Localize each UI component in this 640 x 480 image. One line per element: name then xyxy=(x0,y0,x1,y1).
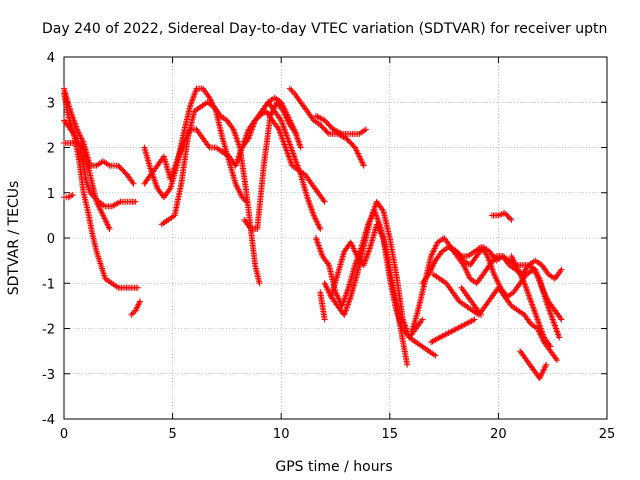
data-point xyxy=(297,144,304,151)
series-track-8 xyxy=(158,99,263,287)
series-track-28 xyxy=(428,316,478,346)
data-point xyxy=(470,317,477,324)
data-point xyxy=(362,126,369,133)
x-tick-label: 5 xyxy=(168,427,176,442)
data-point xyxy=(505,214,512,221)
y-tick-label: 0 xyxy=(47,232,55,247)
data-point xyxy=(547,343,554,350)
y-tick-label: 4 xyxy=(47,51,55,66)
data-marks xyxy=(61,85,565,382)
data-point xyxy=(130,180,137,187)
series-track-11 xyxy=(232,108,328,205)
data-point xyxy=(503,211,510,218)
x-axis-label: GPS time / hours xyxy=(275,459,392,475)
series-track-27 xyxy=(458,284,485,318)
data-point xyxy=(471,316,478,323)
data-point xyxy=(432,352,439,359)
data-point xyxy=(554,357,561,364)
x-tick-label: 10 xyxy=(273,427,290,442)
data-point xyxy=(293,130,300,137)
data-point xyxy=(137,298,144,305)
data-point xyxy=(404,361,411,368)
data-point xyxy=(324,129,331,136)
data-point xyxy=(134,284,141,291)
data-point xyxy=(69,192,76,199)
y-tick-label: -1 xyxy=(42,277,55,292)
y-tick-label: 2 xyxy=(47,142,55,157)
data-point xyxy=(478,311,485,318)
series-track-13 xyxy=(312,112,369,137)
data-point xyxy=(116,199,123,206)
series-track-5 xyxy=(128,298,144,318)
series-track-26 xyxy=(517,348,550,382)
series-track-25 xyxy=(508,253,554,350)
x-tick-label: 20 xyxy=(490,427,507,442)
series-track-4 xyxy=(61,192,76,201)
series-track-18 xyxy=(328,221,426,341)
x-tick-label: 0 xyxy=(60,427,68,442)
series-track-9 xyxy=(141,126,239,187)
data-point xyxy=(132,198,139,205)
data-point xyxy=(321,316,328,323)
data-point xyxy=(321,198,328,205)
data-point xyxy=(558,316,565,323)
series-track-6 xyxy=(61,139,113,232)
y-tick-label: -4 xyxy=(42,413,55,428)
chart-title: Day 240 of 2022, Sidereal Day-to-day VTE… xyxy=(42,21,607,37)
y-tick-labels: -4 -3 -2 -1 0 1 2 3 4 xyxy=(42,51,55,428)
data-point xyxy=(501,210,508,217)
data-point xyxy=(419,316,426,323)
series-track-14 xyxy=(241,99,300,232)
data-point xyxy=(68,192,75,199)
data-point xyxy=(337,130,344,137)
y-tick-label: 1 xyxy=(47,187,55,202)
data-point xyxy=(507,215,514,222)
data-point xyxy=(317,225,324,232)
data-point xyxy=(556,334,563,341)
data-point xyxy=(558,266,565,273)
y-tick-label: -2 xyxy=(42,323,55,338)
data-point xyxy=(504,212,511,219)
y-tick-label: -3 xyxy=(42,368,55,383)
data-point xyxy=(543,361,550,368)
y-tick-label: 3 xyxy=(47,96,55,111)
data-point xyxy=(360,162,367,169)
data-point xyxy=(256,280,263,287)
y-axis-label: SDTVAR / TECUs xyxy=(6,181,22,296)
x-tick-label: 25 xyxy=(599,427,616,442)
series-track-24 xyxy=(488,210,515,223)
data-point xyxy=(106,225,113,232)
series-track-15 xyxy=(265,99,324,232)
series-track-23 xyxy=(447,244,565,287)
x-tick-label: 15 xyxy=(382,427,399,442)
data-point xyxy=(508,216,515,223)
x-tick-labels: 0 5 10 15 20 25 xyxy=(60,427,615,442)
series-track-19 xyxy=(317,289,328,323)
